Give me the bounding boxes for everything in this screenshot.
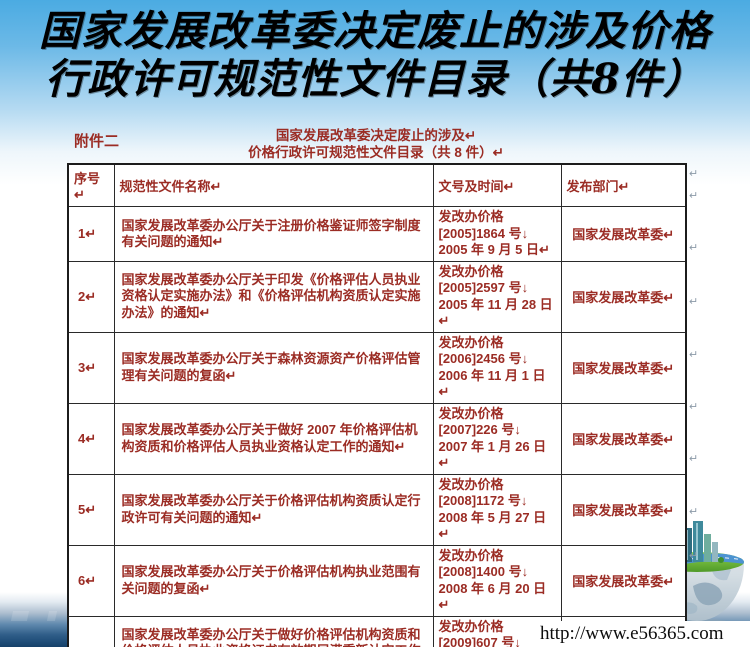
issuing-department: 国家发展改革委↵ [560, 206, 687, 262]
document-number-date: 发改办价格 [2005]1864 号↓ 2005 年 9 月 5 日↵ [432, 206, 562, 262]
column-header-department: 发布部门↵ [560, 163, 687, 207]
row-end-mark: ↵ [689, 190, 699, 202]
table-row: 6↵ 国家发展改革委办公厅关于价格评估机构执业范围有关问题的复函↵ 发改办价格 … [67, 544, 687, 617]
row-end-mark: ↵ [689, 550, 699, 562]
row-end-mark: ↵ [689, 242, 699, 254]
document-number-date: 发改办价格 [2008]1172 号↓ 2008 年 5 月 27 日↵ [432, 473, 562, 546]
document-number-date: 发改办价格 [2005]2597 号↓ 2005 年 11 月 28 日↵ [432, 260, 562, 333]
slide-title-line2: 行政许可规范性文件目录（共8件） [45, 54, 705, 103]
document-caption: 国家发展改革委决定废止的涉及↵ 价格行政许可规范性文件目录（共 8 件）↵ [67, 128, 685, 162]
column-header-index: 序号↵ [67, 163, 115, 207]
row-end-mark: ↵ [689, 349, 699, 361]
row-index: 4↵ [67, 402, 115, 475]
row-index: 2↵ [67, 260, 115, 333]
document-name: 国家发展改革委办公厅关于印发《价格评估人员执业资格认定实施办法》和《价格评估机构… [113, 260, 434, 333]
row-end-mark: ↵ [689, 168, 699, 180]
column-header-number-date: 文号及时间↵ [432, 163, 562, 207]
table-row: 3↵ 国家发展改革委办公厅关于森林资源资产价格评估管理有关问题的复函↵ 发改办价… [67, 331, 687, 404]
row-index: 5↵ [67, 473, 115, 546]
issuing-department: 国家发展改革委↵ [560, 402, 687, 475]
table-row: 1↵ 国家发展改革委办公厅关于注册价格鉴证师签字制度有关问题的通知↵ 发改办价格… [67, 206, 687, 262]
table-header-row: 序号↵ 规范性文件名称↵ 文号及时间↵ 发布部门↵ [67, 163, 687, 207]
column-header-name: 规范性文件名称↵ [113, 163, 434, 207]
table-row: 5↵ 国家发展改革委办公厅关于价格评估机构资质认定行政许可有关问题的通知↵ 发改… [67, 473, 687, 546]
issuing-department: 国家发展改革委↵ [560, 544, 687, 617]
row-index: 1↵ [67, 206, 115, 262]
issuing-department: 国家发展改革委↵ [560, 260, 687, 333]
slide-title: 国家发展改革委决定废止的涉及价格 行政许可规范性文件目录（共8件） [0, 7, 750, 104]
table-row: 2↵ 国家发展改革委办公厅关于印发《价格评估人员执业资格认定实施办法》和《价格评… [67, 260, 687, 333]
abolished-documents-table: 序号↵ 规范性文件名称↵ 文号及时间↵ 发布部门↵ 1↵ 国家发展改革委办公厅关… [67, 163, 687, 647]
document-caption-line1: 国家发展改革委决定废止的涉及↵ [275, 128, 477, 143]
document-name: 国家发展改革委办公厅关于价格评估机构执业范围有关问题的复函↵ [113, 544, 434, 617]
table-row: 4↵ 国家发展改革委办公厅关于做好 2007 年价格评估机构资质和价格评估人员执… [67, 402, 687, 475]
slide-title-line1: 国家发展改革委决定废止的涉及价格 [39, 7, 711, 55]
document-number-date: 发改办价格 [2006]2456 号↓ 2006 年 11 月 1 日↵ [432, 331, 562, 404]
document-number-date: 发改办价格 [2008]1400 号↓ 2008 年 6 月 20 日↵ [432, 544, 562, 617]
row-end-mark: ↵ [689, 401, 699, 413]
source-url-text: http://www.e56365.com [540, 623, 724, 644]
source-url-bar: http://www.e56365.com [525, 621, 750, 647]
document-name: 国家发展改革委办公厅关于森林资源资产价格评估管理有关问题的复函↵ [113, 331, 434, 404]
document-number-date: 发改办价格 [2007]226 号↓ 2007 年 1 月 26 日↵ [432, 402, 562, 475]
plane-icon [737, 520, 745, 527]
row-index: 7↵ [67, 615, 115, 647]
document-name: 国家发展改革委办公厅关于做好 2007 年价格评估机构资质和价格评估人员执业资格… [113, 402, 434, 475]
issuing-department: 国家发展改革委↵ [560, 473, 687, 546]
sky-gradient-background [0, 0, 750, 185]
document-name: 国家发展改革委办公厅关于注册价格鉴证师签字制度有关问题的通知↵ [113, 206, 434, 262]
document-name: 国家发展改革委办公厅关于价格评估机构资质认定行政许可有关问题的通知↵ [113, 473, 434, 546]
row-end-mark: ↵ [689, 453, 699, 465]
attachment-label: 附件二 [74, 133, 120, 150]
issuing-department: 国家发展改革委↵ [560, 331, 687, 404]
row-end-mark: ↵ [689, 506, 699, 518]
document-name: 国家发展改革委办公厅关于做好价格评估机构资质和价格评估人员执业资格证书有效期届满… [113, 615, 434, 647]
document-caption-line2: 价格行政许可规范性文件目录（共 8 件）↵ [248, 144, 504, 160]
row-end-mark: ↵ [689, 296, 699, 308]
row-index: 3↵ [67, 331, 115, 404]
row-index: 6↵ [67, 544, 115, 617]
